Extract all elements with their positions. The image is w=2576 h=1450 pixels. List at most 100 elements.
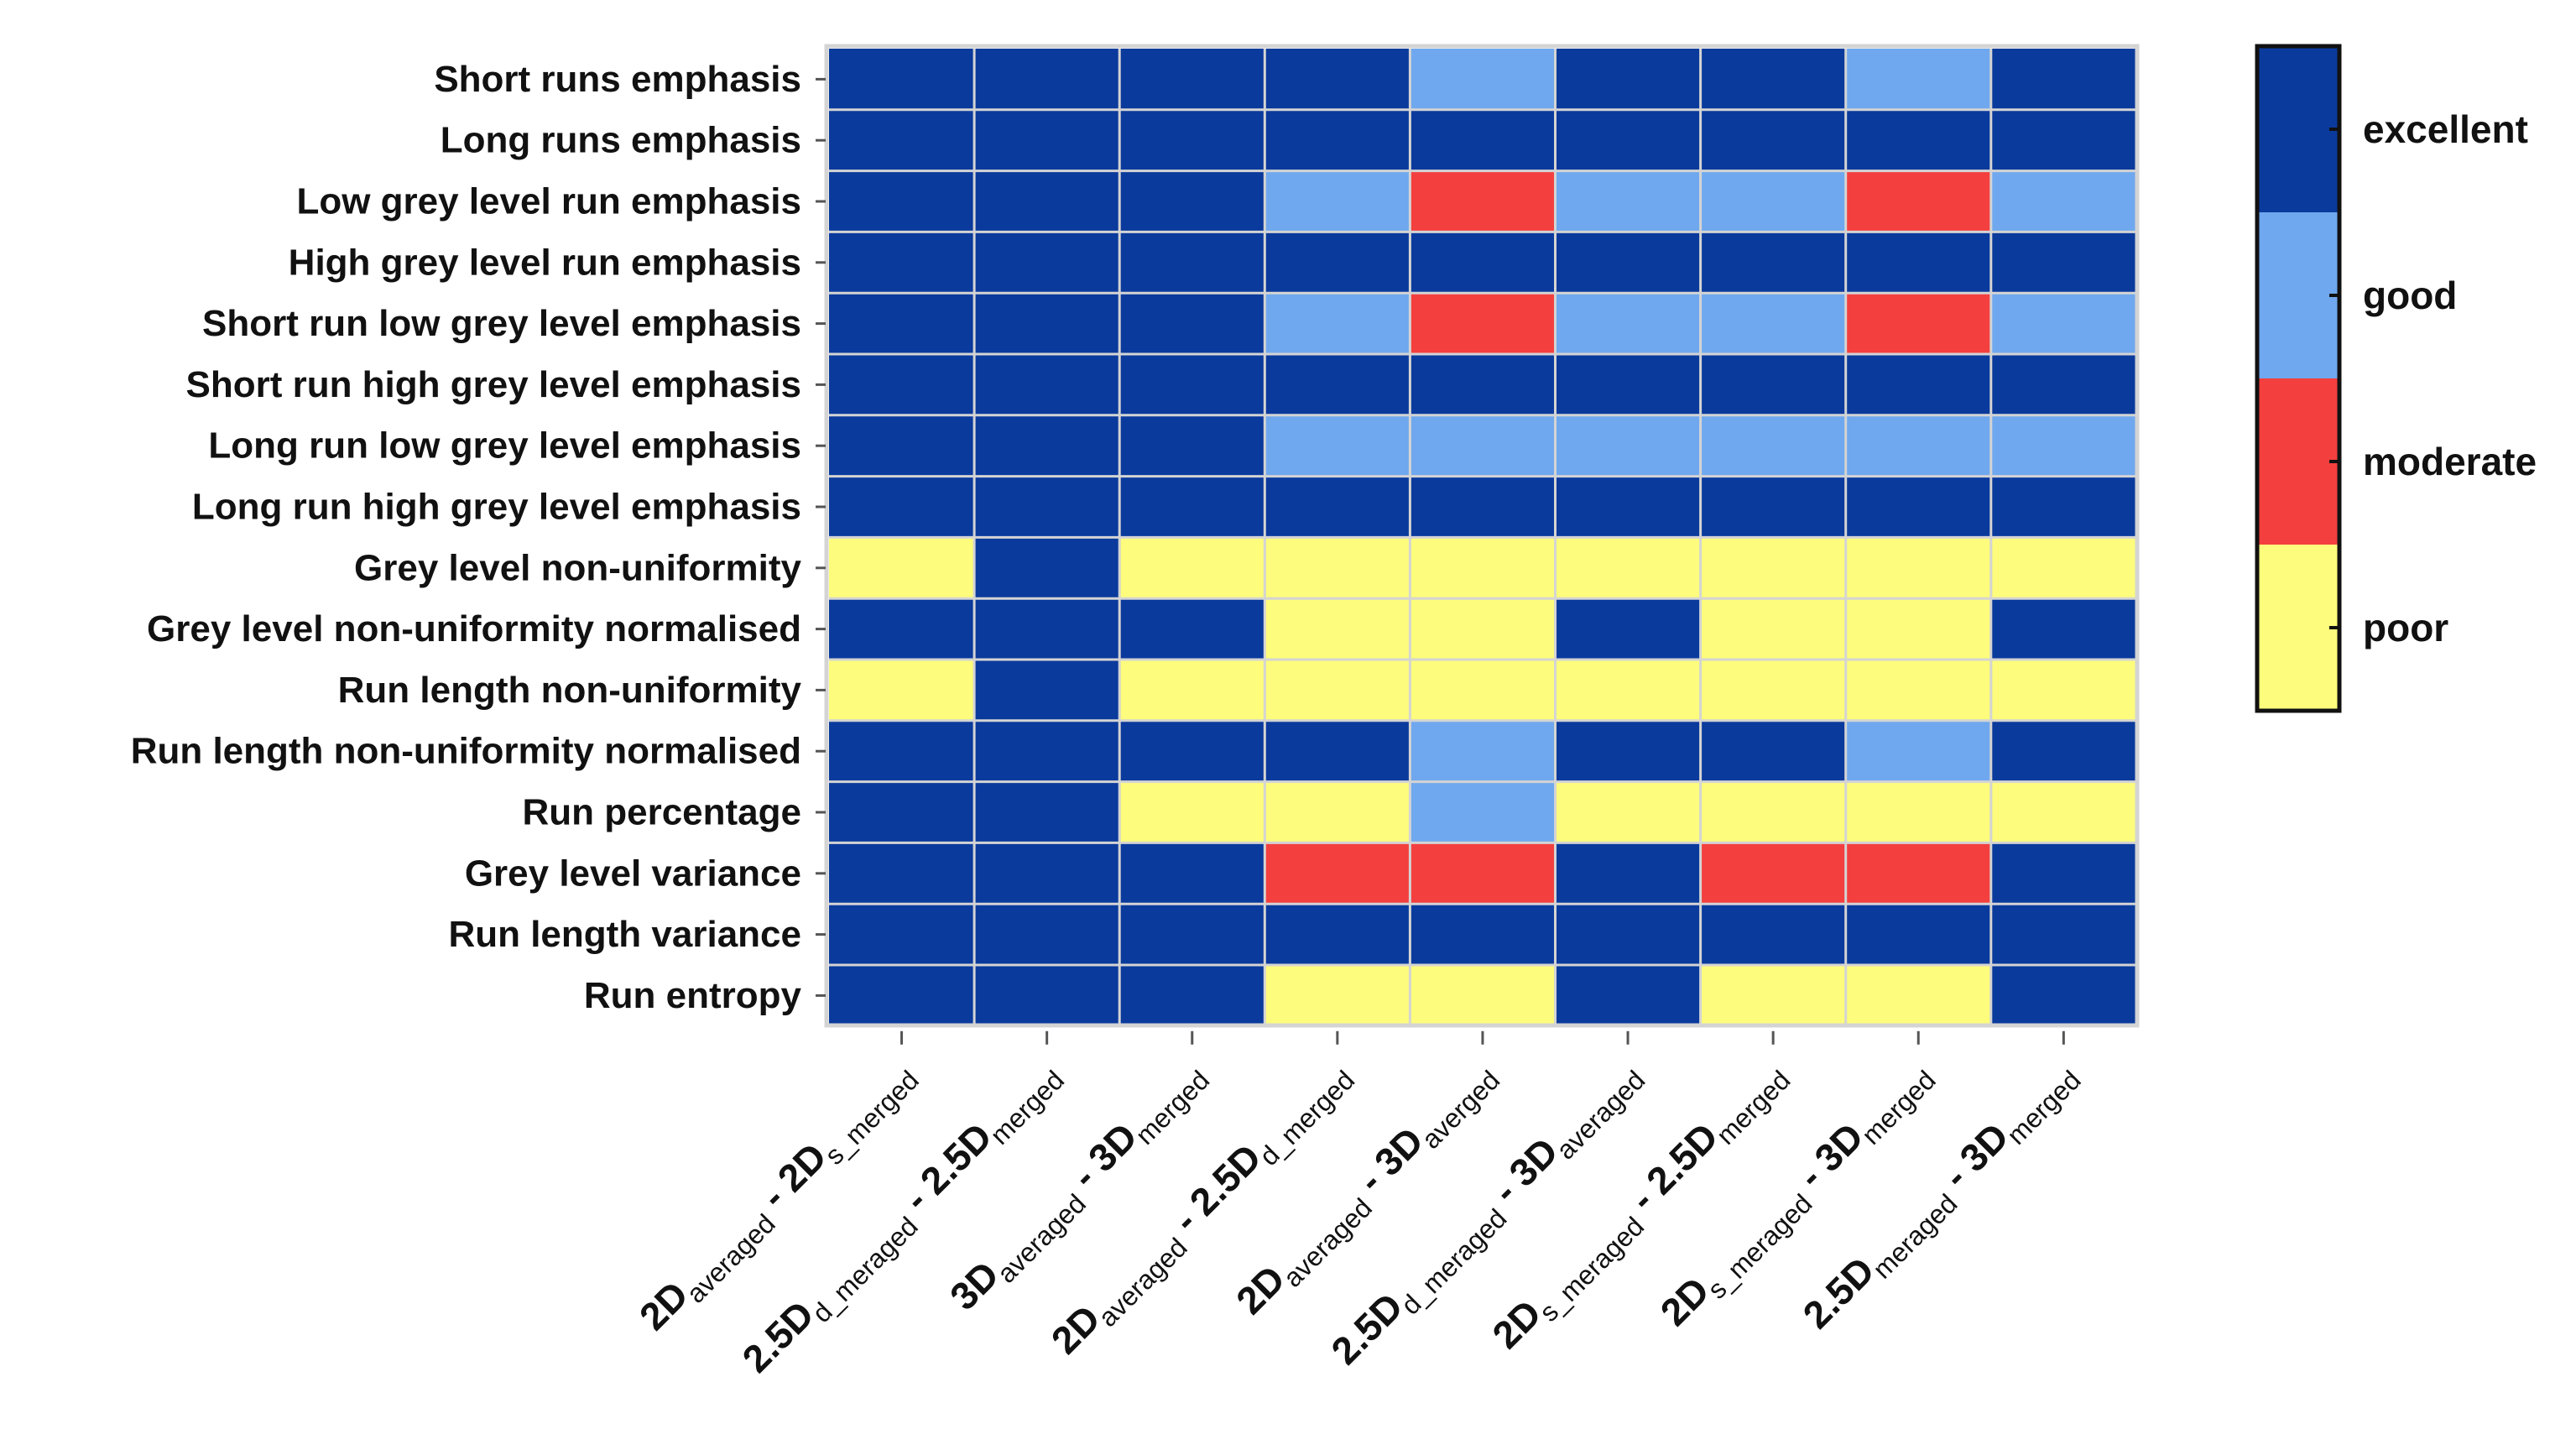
heatmap-cell [1410, 598, 1557, 660]
legend-label: good [2363, 274, 2457, 317]
heatmap-cell [1555, 49, 1702, 111]
heatmap-cell [1700, 109, 1847, 172]
heatmap-cell [974, 842, 1120, 905]
legend-label: excellent [2363, 107, 2528, 151]
heatmap-cell [1845, 598, 1992, 660]
column-label: 2Ds_meraged - 3Dmerged [1652, 1050, 1942, 1339]
heatmap-cell [829, 537, 975, 599]
heatmap-cell [1845, 537, 1992, 599]
row-label: Grey level non-uniformity [354, 547, 802, 588]
heatmap-cell [1410, 170, 1557, 232]
heatmap-cell [1410, 354, 1557, 416]
heatmap-cell [829, 232, 975, 294]
heatmap-cell [1700, 170, 1847, 232]
heatmap-cell [1555, 781, 1702, 843]
heatmap-cell [1265, 49, 1411, 111]
legend-frame [2255, 44, 2342, 713]
heatmap-cell [1265, 781, 1411, 843]
heatmap-cell [1119, 537, 1265, 599]
heatmap-cell [1555, 720, 1702, 783]
heatmap-cell [1555, 293, 1702, 355]
legend: excellent good moderate poor [2255, 44, 2537, 713]
heatmap-cell [1555, 354, 1702, 416]
heatmap-cell [829, 660, 975, 722]
heatmap-cell [1990, 170, 2137, 232]
heatmap-cell [974, 720, 1120, 783]
legend-swatch-good [2257, 212, 2339, 378]
heatmap-cell [1410, 109, 1557, 172]
heatmap-cell [829, 720, 975, 783]
heatmap-cell [1119, 49, 1265, 111]
heatmap-cell [1265, 293, 1411, 355]
column-label: 2Daveraged - 3Daverged [1228, 1050, 1505, 1327]
row-label: Run entropy [584, 975, 802, 1016]
heatmap-cell [1700, 660, 1847, 722]
legend-swatch-excellent [2257, 46, 2339, 212]
heatmap-cell [974, 170, 1120, 232]
heatmap-cell [1555, 537, 1702, 599]
heatmap-cell [1845, 476, 1992, 538]
heatmap-cell [974, 476, 1120, 538]
heatmap-cell [1119, 598, 1265, 660]
heatmap-cell [1265, 842, 1411, 905]
heatmap-cell [829, 904, 975, 966]
heatmap-cell [1700, 49, 1847, 111]
heatmap-cell [1700, 781, 1847, 843]
heatmap-cell [1845, 170, 1992, 232]
heatmap-cell [1845, 232, 1992, 294]
heatmap-cell [1265, 170, 1411, 232]
heatmap-cell [1845, 109, 1992, 172]
heatmap-cell [1990, 720, 2137, 783]
heatmap-cell [1410, 660, 1557, 722]
heatmap-cell [1119, 660, 1265, 722]
heatmap-cell [1555, 660, 1702, 722]
heatmap-cell [1265, 965, 1411, 1027]
heatmap-cell [974, 537, 1120, 599]
heatmap-cell [1555, 842, 1702, 905]
heatmap-cell [1990, 232, 2137, 294]
heatmap-cell [1555, 598, 1702, 660]
heatmap-cell [1990, 598, 2137, 660]
heatmap-cell [1845, 354, 1992, 416]
heatmap-cell [1265, 232, 1411, 294]
heatmap-cell [1990, 965, 2137, 1027]
row-label: Long run low grey level emphasis [208, 425, 801, 467]
plot-frame [824, 44, 2140, 1028]
heatmap-cell [1119, 720, 1265, 783]
heatmap-cell [1700, 965, 1847, 1027]
heatmap-cell [1700, 720, 1847, 783]
heatmap-cell [1845, 660, 1992, 722]
heatmap-cell [1410, 537, 1557, 599]
heatmap-cell [1410, 293, 1557, 355]
heatmap-cell [1410, 415, 1557, 477]
heatmap-cell [974, 904, 1120, 966]
heatmap-cell [1119, 109, 1265, 172]
heatmap-cell [1410, 781, 1557, 843]
heatmap-cell [974, 293, 1120, 355]
row-label: Run length non-uniformity [338, 670, 802, 711]
heatmap-cell [829, 415, 975, 477]
row-label: Low grey level run emphasis [296, 181, 801, 222]
heatmap-cell [1555, 232, 1702, 294]
legend-label: moderate [2363, 440, 2537, 483]
row-label: High grey level run emphasis [289, 242, 801, 283]
heatmap-cell [1990, 660, 2137, 722]
heatmap-cell [1990, 842, 2137, 905]
heatmap-cell [829, 354, 975, 416]
legend-swatch-poor [2257, 545, 2339, 711]
heatmap-cell [1265, 354, 1411, 416]
row-label: Long run high grey level emphasis [192, 487, 801, 528]
heatmap-cell [1265, 598, 1411, 660]
heatmap-cell [1700, 293, 1847, 355]
heatmap-cell [1700, 476, 1847, 538]
heatmap-cell [974, 781, 1120, 843]
heatmap-cell [1410, 476, 1557, 538]
heatmap-cell [1265, 660, 1411, 722]
heatmap-cell [1990, 415, 2137, 477]
heatmap-cell [1845, 842, 1992, 905]
heatmap-cell [1700, 415, 1847, 477]
heatmap-cell [1700, 598, 1847, 660]
row-label: Grey level non-uniformity normalised [147, 608, 801, 649]
heatmap-cell [829, 842, 975, 905]
heatmap-cell [974, 598, 1120, 660]
